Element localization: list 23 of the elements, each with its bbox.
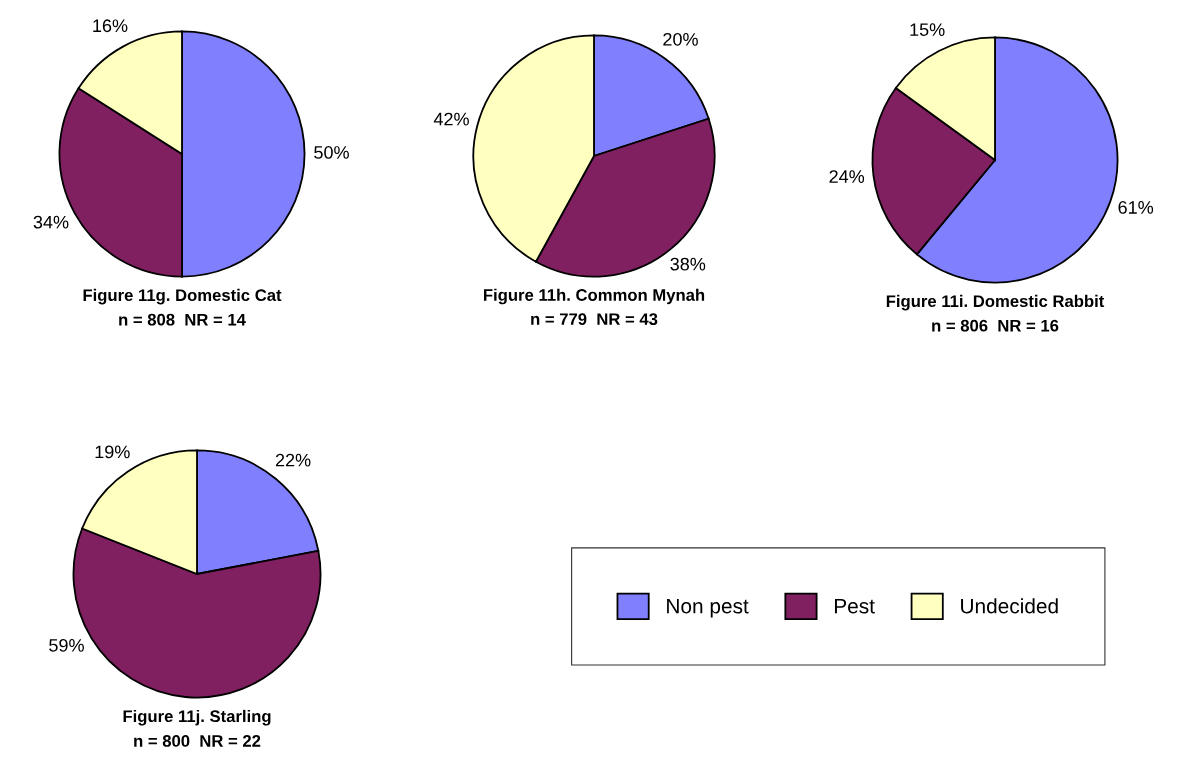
data-label: 24% bbox=[829, 170, 865, 183]
text: Figure 11j. Starling bbox=[123, 709, 271, 726]
text: Figure 11h. Common Mynah bbox=[483, 288, 705, 305]
data-label: 34% bbox=[33, 215, 69, 229]
text: Figure 11g. Domestic Cat bbox=[83, 288, 282, 305]
legend-label: Undecided bbox=[961, 598, 1058, 614]
data-label: 22% bbox=[275, 453, 311, 467]
data-label: 50% bbox=[314, 146, 349, 159]
text: n = 779 NR = 43 bbox=[531, 313, 658, 326]
data-label: 20% bbox=[663, 32, 698, 46]
data-label: 15% bbox=[910, 23, 945, 36]
data-label: 38% bbox=[670, 257, 706, 271]
data-label: 42% bbox=[433, 112, 469, 126]
data-label: 59% bbox=[49, 638, 84, 652]
data-label: 16% bbox=[93, 19, 128, 33]
legend-label: Pest bbox=[834, 598, 875, 614]
text: n = 800 NR = 22 bbox=[134, 735, 261, 747]
legend-label: Non pest bbox=[667, 598, 749, 618]
data-label: 19% bbox=[95, 445, 130, 459]
text: Figure 11i. Domestic Rabbit bbox=[886, 294, 1105, 311]
data-label: 61% bbox=[1118, 201, 1154, 214]
text: n = 806 NR = 16 bbox=[932, 319, 1059, 332]
text: n = 808 NR = 14 bbox=[119, 313, 246, 326]
